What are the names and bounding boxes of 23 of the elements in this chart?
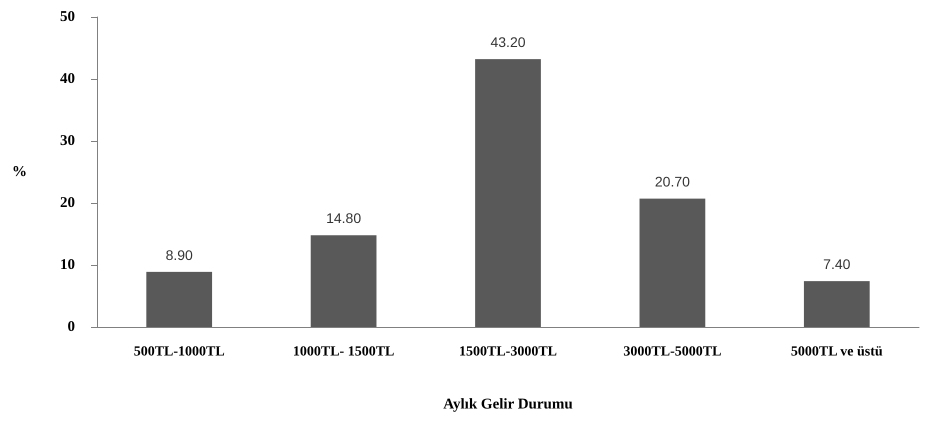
y-tick-label: 0	[68, 319, 75, 335]
y-tick-label: 30	[60, 133, 75, 149]
bar	[804, 281, 870, 327]
data-label: 14.80	[326, 210, 362, 226]
bar	[640, 198, 706, 327]
bar	[475, 59, 541, 327]
data-label: 43.20	[490, 34, 526, 50]
y-tick-label: 10	[60, 257, 75, 273]
y-tick-label: 20	[60, 195, 75, 211]
y-tick-label: 40	[60, 71, 75, 87]
bar	[146, 272, 212, 327]
x-tick-label: 500TL-1000TL	[134, 344, 225, 360]
data-label: 8.90	[166, 246, 194, 263]
data-label: 20.70	[654, 174, 690, 190]
x-tick-label: 5000TL ve üstü	[790, 344, 883, 360]
x-tick-label: 3000TL-5000TL	[623, 344, 722, 360]
x-tick-label: 1000TL- 1500TL	[292, 344, 394, 360]
y-axis-title: %	[12, 164, 27, 180]
x-tick-label: 1500TL-3000TL	[458, 344, 558, 360]
data-label: 7.40	[823, 256, 851, 272]
x-axis-title: Aylık Gelir Durumu	[443, 396, 573, 412]
bar	[310, 235, 376, 327]
y-tick-label: 50	[60, 9, 75, 25]
